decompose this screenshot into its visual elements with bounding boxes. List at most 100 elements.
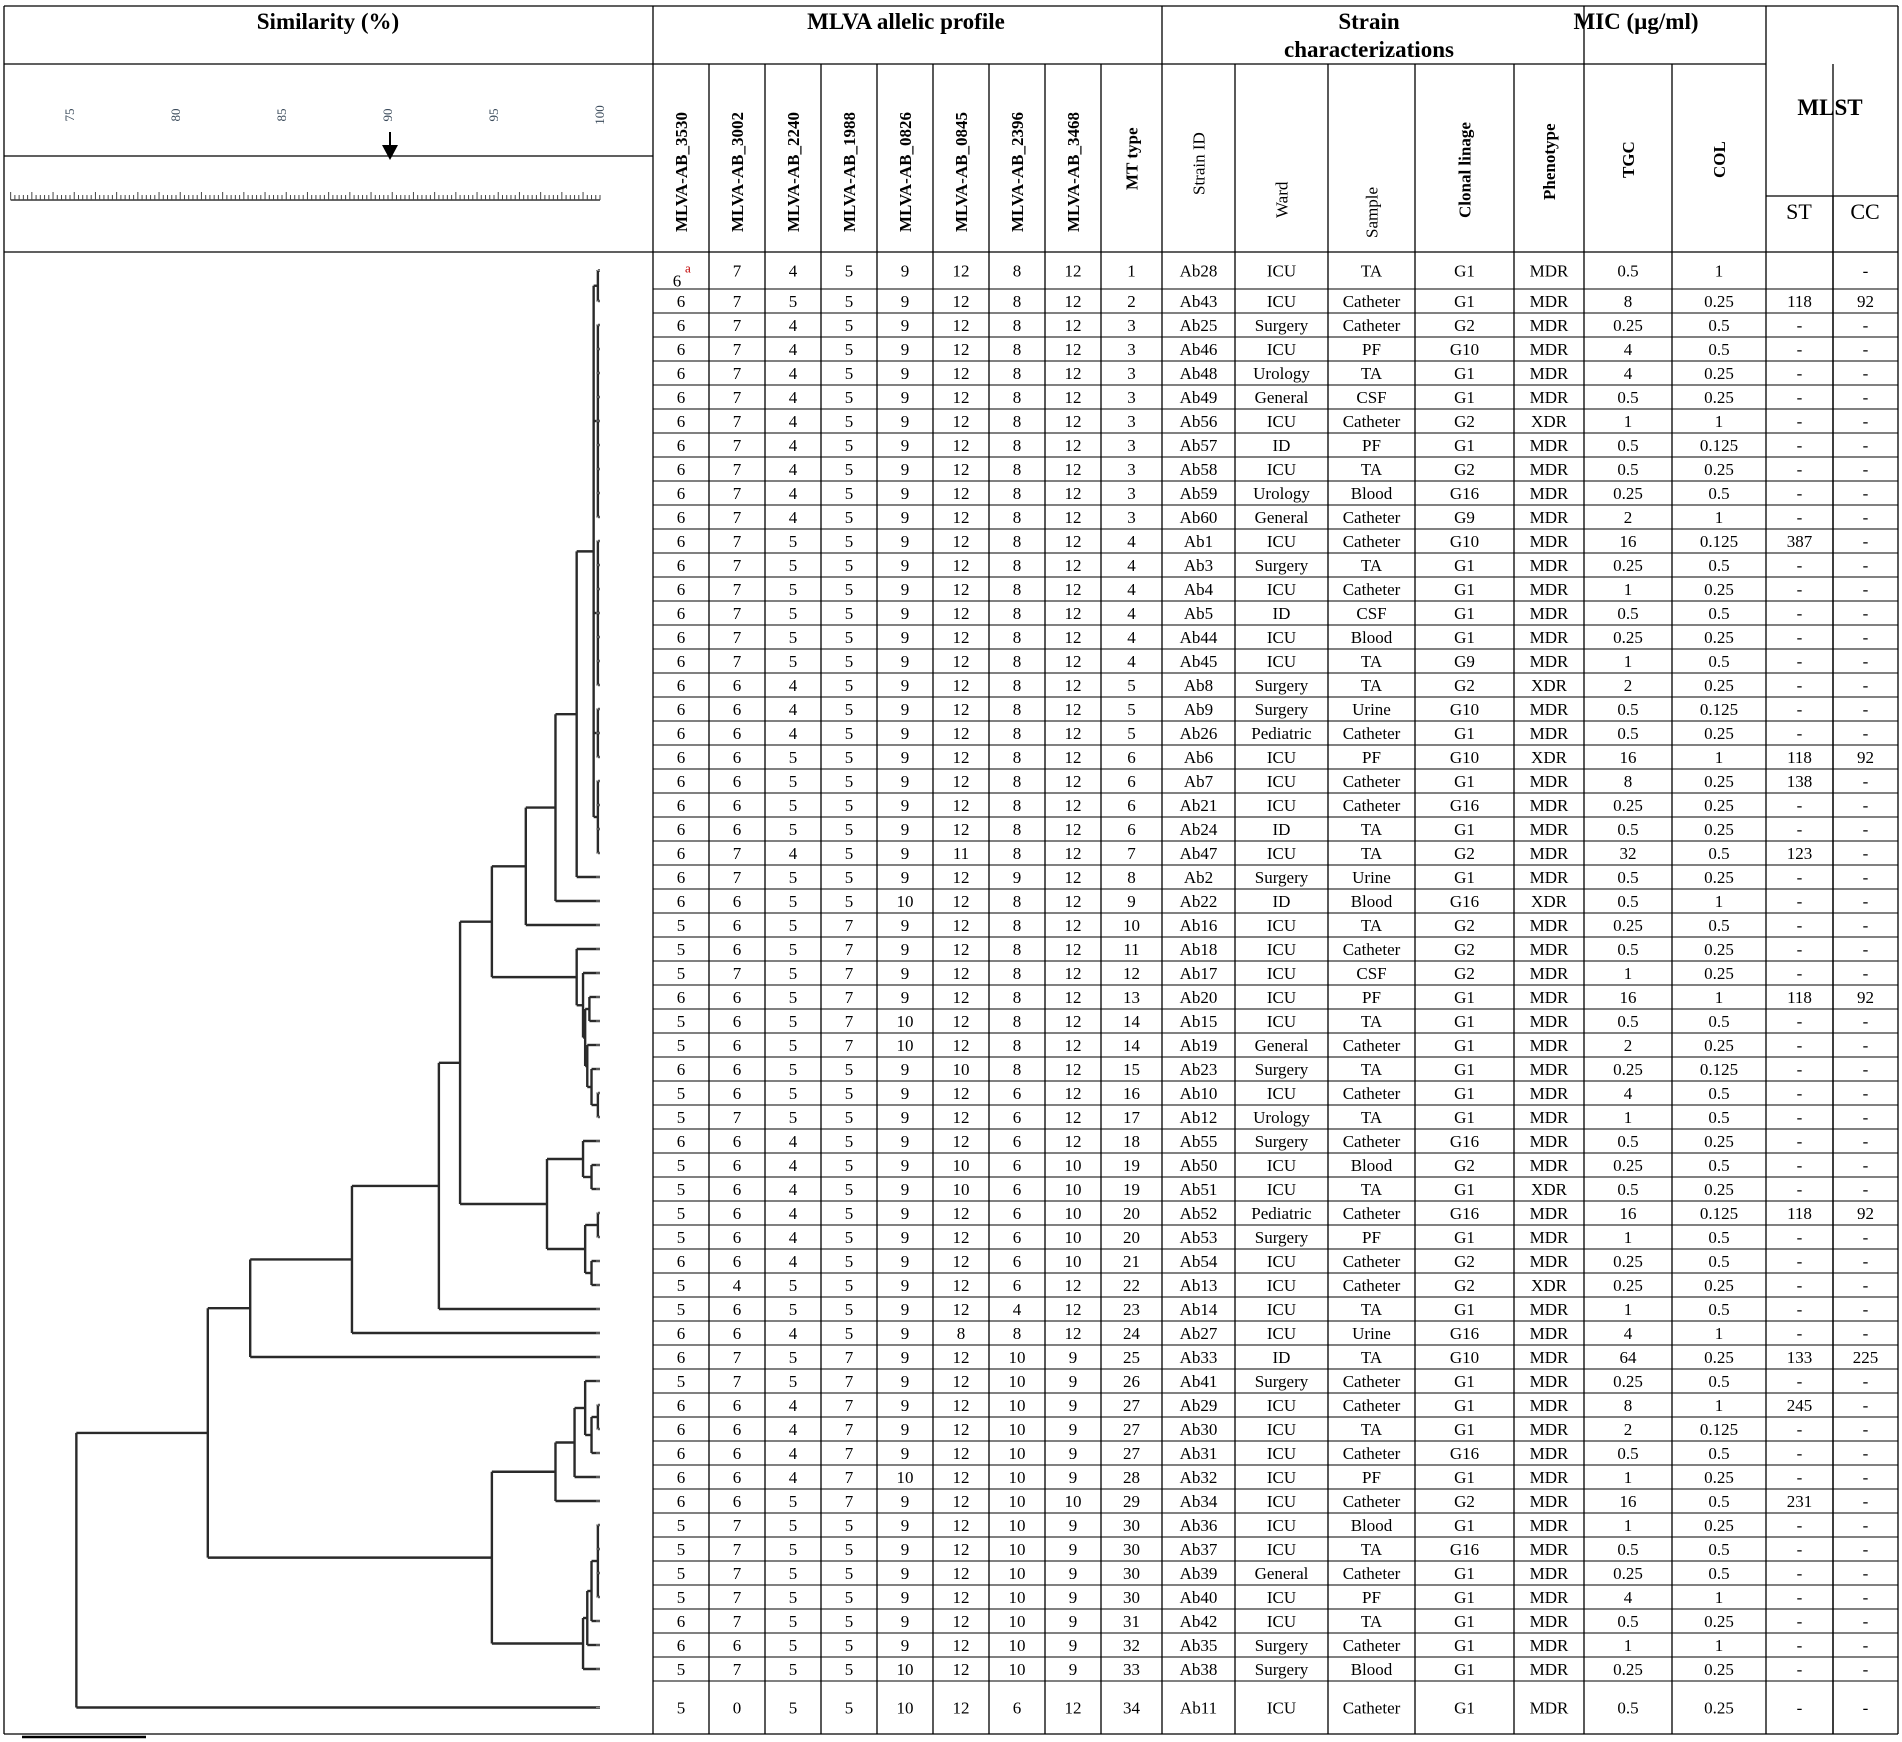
cell-locus: 5 xyxy=(789,652,798,671)
cell-col: 0.5 xyxy=(1708,1564,1729,1583)
cell-phenotype: MDR xyxy=(1530,772,1569,791)
cell-phenotype: MDR xyxy=(1530,604,1569,623)
cell-col: 1 xyxy=(1715,1324,1724,1343)
cell-locus: 4 xyxy=(789,412,798,431)
cell-sample: Catheter xyxy=(1343,1636,1401,1655)
cell-col: 0.5 xyxy=(1708,1444,1729,1463)
cell-sample: CSF xyxy=(1356,964,1386,983)
cell-mt-type: 5 xyxy=(1127,724,1136,743)
cell-lineage: G1 xyxy=(1454,1084,1475,1103)
cell-lineage: G10 xyxy=(1450,700,1479,719)
cell-phenotype: MDR xyxy=(1530,316,1569,335)
cell-tgc: 0.5 xyxy=(1617,262,1638,281)
cell-locus: 12 xyxy=(1065,340,1082,359)
cell-cc: 225 xyxy=(1853,1348,1879,1367)
cell-locus: 4 xyxy=(789,262,798,281)
cell-locus: 12 xyxy=(1065,724,1082,743)
cell-sample: Catheter xyxy=(1343,532,1401,551)
cell-st: - xyxy=(1797,892,1803,911)
cell-tgc: 0.25 xyxy=(1613,1564,1643,1583)
cell-lineage: G1 xyxy=(1454,1468,1475,1487)
header-phenotype: Phenotype xyxy=(1540,123,1559,200)
cell-sample: TA xyxy=(1361,460,1383,479)
cell-locus: 7 xyxy=(733,1660,742,1679)
cell-phenotype: MDR xyxy=(1530,1588,1569,1607)
cell-ward: Urology xyxy=(1253,1108,1310,1127)
cell-locus: 5 xyxy=(789,868,798,887)
cell-col: 0.125 xyxy=(1700,532,1738,551)
cell-locus: 6 xyxy=(733,940,742,959)
cell-locus: 5 xyxy=(789,1036,798,1055)
cell-tgc: 1 xyxy=(1624,1468,1633,1487)
cell-locus: 7 xyxy=(733,628,742,647)
cell-strain-id: Ab18 xyxy=(1180,940,1218,959)
header-locus: MLVA-AB_0826 xyxy=(896,112,915,232)
cell-locus: 7 xyxy=(733,460,742,479)
cell-locus: 12 xyxy=(953,580,970,599)
cell-mt-type: 20 xyxy=(1123,1228,1140,1247)
cell-locus: 10 xyxy=(897,1660,914,1679)
cell-ward: ID xyxy=(1273,1348,1291,1367)
cell-ward: Surgery xyxy=(1255,1060,1309,1079)
cell-locus: 7 xyxy=(733,556,742,575)
cell-st: - xyxy=(1797,868,1803,887)
cell-col: 0.25 xyxy=(1704,1612,1734,1631)
cell-locus: 12 xyxy=(953,820,970,839)
cell-phenotype: MDR xyxy=(1530,1612,1569,1631)
cell-strain-id: Ab23 xyxy=(1180,1060,1218,1079)
cell-locus: 4 xyxy=(789,1228,798,1247)
cell-locus: 12 xyxy=(1065,844,1082,863)
cell-locus: 9 xyxy=(901,1492,910,1511)
cell-locus: 6 xyxy=(733,1204,742,1223)
cell-locus: 12 xyxy=(953,652,970,671)
cell-mt-type: 19 xyxy=(1123,1156,1140,1175)
cell-ward: ICU xyxy=(1267,748,1296,767)
cell-locus: 12 xyxy=(1065,916,1082,935)
cell-phenotype: MDR xyxy=(1530,508,1569,527)
cell-locus: 5 xyxy=(845,1660,854,1679)
cell-tgc: 1 xyxy=(1624,652,1633,671)
cell-col: 0.125 xyxy=(1700,1060,1738,1079)
cell-locus: 7 xyxy=(733,604,742,623)
cell-tgc: 0.5 xyxy=(1617,1132,1638,1151)
cell-strain-id: Ab49 xyxy=(1180,388,1218,407)
table-headers: Similarity (%) MLVA allelic profile Stra… xyxy=(257,9,1863,120)
scale-tick-label: 85 xyxy=(274,109,289,122)
cell-phenotype: MDR xyxy=(1530,1036,1569,1055)
cell-cc: - xyxy=(1863,1276,1869,1295)
cell-sample: Catheter xyxy=(1343,1396,1401,1415)
cell-locus: 5 xyxy=(677,1276,686,1295)
cell-locus: 6 xyxy=(677,892,686,911)
cell-lineage: G10 xyxy=(1450,340,1479,359)
cell-mt-type: 34 xyxy=(1123,1699,1141,1718)
cell-col: 1 xyxy=(1715,988,1724,1007)
cell-col: 0.25 xyxy=(1704,772,1734,791)
cell-phenotype: MDR xyxy=(1530,262,1569,281)
cell-locus: 6 xyxy=(733,892,742,911)
cell-st: - xyxy=(1797,460,1803,479)
cell-lineage: G2 xyxy=(1454,676,1475,695)
cell-locus: 11 xyxy=(953,844,969,863)
cell-ward: General xyxy=(1255,508,1309,527)
cell-sample: TA xyxy=(1361,1012,1383,1031)
cell-ward: Urology xyxy=(1253,364,1310,383)
cell-st: - xyxy=(1797,916,1803,935)
cell-locus: 4 xyxy=(789,484,798,503)
cell-strain-id: Ab38 xyxy=(1180,1660,1218,1679)
cell-locus: 5 xyxy=(845,262,854,281)
cell-ward: ICU xyxy=(1267,1516,1296,1535)
cell-locus: 12 xyxy=(953,532,970,551)
cell-cc: - xyxy=(1863,1564,1869,1583)
cell-locus: 9 xyxy=(901,604,910,623)
cell-col: 0.5 xyxy=(1708,556,1729,575)
table-grid xyxy=(3,5,1899,1735)
cell-lineage: G1 xyxy=(1454,1588,1475,1607)
cell-lineage: G1 xyxy=(1454,1612,1475,1631)
cell-st: - xyxy=(1797,580,1803,599)
cell-phenotype: MDR xyxy=(1530,964,1569,983)
cell-lineage: G1 xyxy=(1454,1180,1475,1199)
cell-locus: 5 xyxy=(789,988,798,1007)
cell-locus: 9 xyxy=(901,1420,910,1439)
cell-strain-id: Ab3 xyxy=(1184,556,1213,575)
cell-cc: - xyxy=(1863,844,1869,863)
